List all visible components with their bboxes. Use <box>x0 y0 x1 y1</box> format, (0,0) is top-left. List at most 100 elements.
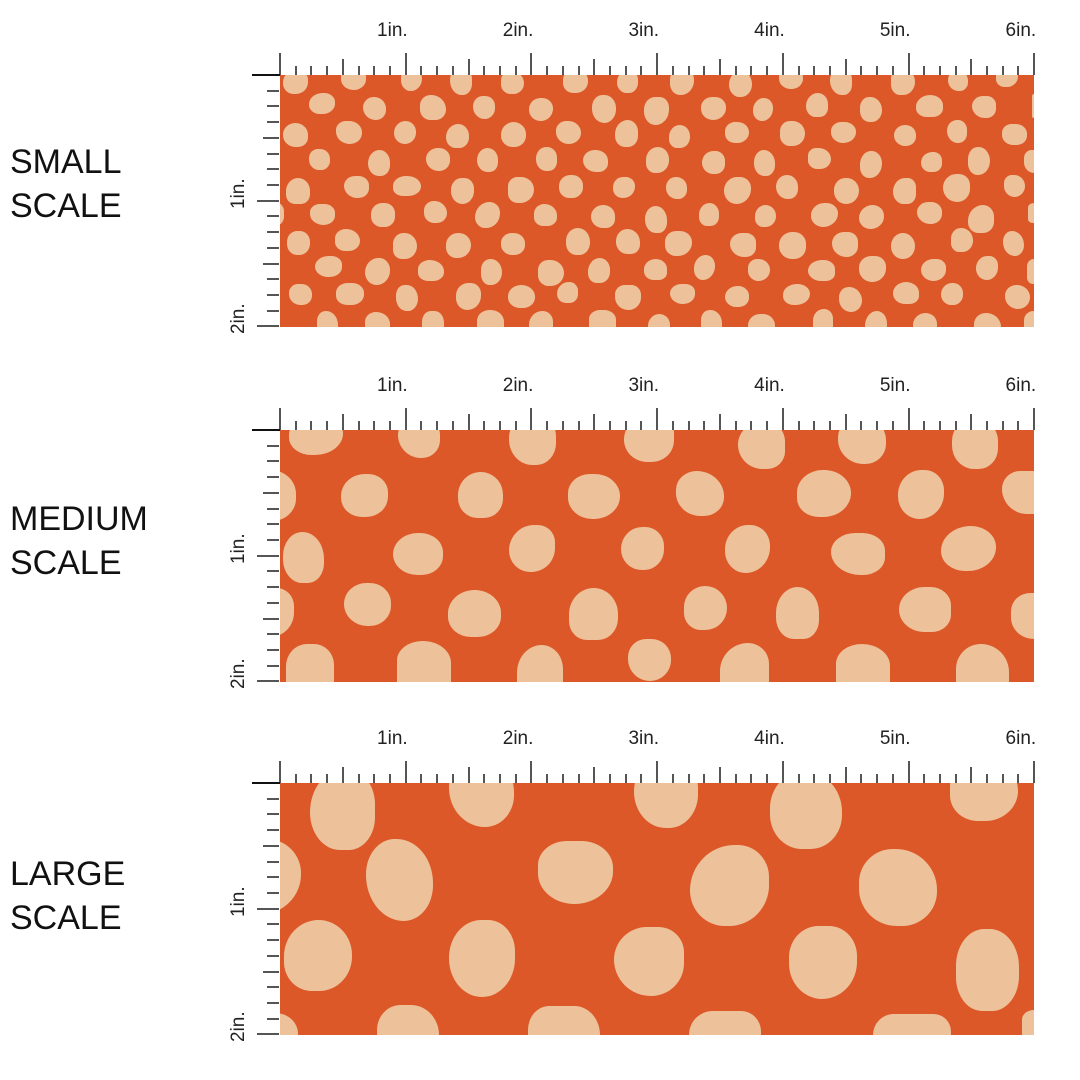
polka-dot <box>280 201 284 226</box>
polka-dot <box>894 125 916 146</box>
ruler-tick <box>326 774 329 783</box>
polka-dot <box>808 148 832 170</box>
scale-label-line1: LARGE <box>10 855 126 893</box>
ruler-tick <box>593 59 596 75</box>
polka-dot <box>670 283 696 305</box>
ruler-tick <box>671 421 674 430</box>
ruler-tick <box>388 421 391 430</box>
ruler-tick <box>876 774 879 783</box>
ruler-tick <box>1001 66 1004 75</box>
ruler-tick <box>891 421 894 430</box>
ruler-tick <box>907 53 910 75</box>
polka-dot <box>517 644 564 682</box>
ruler-tick <box>326 66 329 75</box>
polka-dot <box>666 177 687 199</box>
polka-dot <box>689 845 769 926</box>
ruler-tick-vertical <box>257 554 279 557</box>
polka-dot <box>647 314 670 327</box>
ruler-tick <box>530 53 533 75</box>
ruler-tick <box>546 66 549 75</box>
polka-dot <box>838 286 863 312</box>
fabric-swatch-large <box>280 783 1034 1035</box>
polka-dot <box>942 174 971 202</box>
polka-dot <box>892 177 917 205</box>
polka-dot <box>720 643 770 682</box>
polka-dot <box>449 75 472 95</box>
ruler-tick-vertical <box>267 246 279 249</box>
ruler-tick <box>624 774 627 783</box>
ruler-tick <box>750 66 753 75</box>
ruler-tick <box>546 421 549 430</box>
ruler-tick-vertical <box>267 507 279 510</box>
ruler-tick-vertical <box>263 970 279 973</box>
ruler-tick <box>923 774 926 783</box>
polka-dot <box>643 259 668 280</box>
polka-dot <box>362 97 387 121</box>
polka-dot <box>1023 149 1034 174</box>
polka-dot <box>528 97 553 122</box>
polka-dot <box>377 1005 439 1035</box>
ruler-tick <box>608 66 611 75</box>
polka-dot <box>480 258 503 285</box>
ruler-tick-vertical <box>267 664 279 667</box>
ruler-tick <box>703 774 706 783</box>
ruler-label-horizontal: 4in. <box>754 20 785 41</box>
polka-dot <box>859 256 886 283</box>
polka-dot <box>563 75 589 93</box>
ruler-tick-vertical <box>267 183 279 186</box>
ruler-label-vertical: 2in. <box>228 658 249 690</box>
polka-dot <box>289 283 312 306</box>
ruler-tick <box>514 66 517 75</box>
ruler-tick-vertical <box>267 986 279 989</box>
ruler-tick <box>891 774 894 783</box>
ruler-tick-vertical <box>263 262 279 265</box>
ruler-tick <box>608 774 611 783</box>
ruler-corner <box>252 74 280 76</box>
polka-dot <box>282 532 325 584</box>
ruler-tick <box>483 66 486 75</box>
polka-dot <box>950 228 973 253</box>
ruler-tick <box>483 421 486 430</box>
polka-dot <box>280 470 297 522</box>
ruler-tick <box>498 66 501 75</box>
ruler-tick <box>671 774 674 783</box>
ruler-tick <box>467 767 470 783</box>
ruler-tick-vertical <box>267 444 279 447</box>
ruler-tick <box>310 421 313 430</box>
ruler-tick-vertical <box>267 215 279 218</box>
ruler-label-vertical: 1in. <box>228 533 249 564</box>
ruler-tick <box>404 53 407 75</box>
ruler-label-horizontal: 5in. <box>879 20 911 41</box>
ruler-tick <box>593 414 596 430</box>
scale-label-small: SMALL SCALE <box>10 140 122 228</box>
ruler-tick <box>891 66 894 75</box>
ruler-label-horizontal: 3in. <box>628 728 660 749</box>
polka-dot <box>859 848 938 926</box>
polka-dot <box>830 75 853 96</box>
polka-dot <box>1023 311 1034 327</box>
polka-dot <box>837 430 886 465</box>
polka-dot <box>1011 593 1034 639</box>
polka-dot <box>565 228 590 255</box>
polka-dot <box>952 430 999 469</box>
polka-dot <box>1032 93 1034 118</box>
polka-dot <box>668 125 690 149</box>
ruler-tick <box>938 421 941 430</box>
ruler-tick <box>624 421 627 430</box>
fabric-swatch-small <box>280 75 1034 327</box>
ruler-tick <box>467 59 470 75</box>
polka-dot <box>858 205 885 230</box>
polka-dot <box>588 257 610 283</box>
scale-label-line1: SMALL <box>10 143 122 181</box>
fabric-swatch-medium <box>280 430 1034 682</box>
polka-dot <box>917 201 943 225</box>
ruler-tick <box>844 767 847 783</box>
ruler-tick <box>656 761 659 783</box>
ruler-tick <box>703 421 706 430</box>
ruler-tick <box>561 421 564 430</box>
ruler-tick <box>1017 774 1020 783</box>
ruler-tick <box>718 767 721 783</box>
ruler-tick <box>797 774 800 783</box>
polka-dot <box>533 204 558 226</box>
ruler-tick <box>828 774 831 783</box>
